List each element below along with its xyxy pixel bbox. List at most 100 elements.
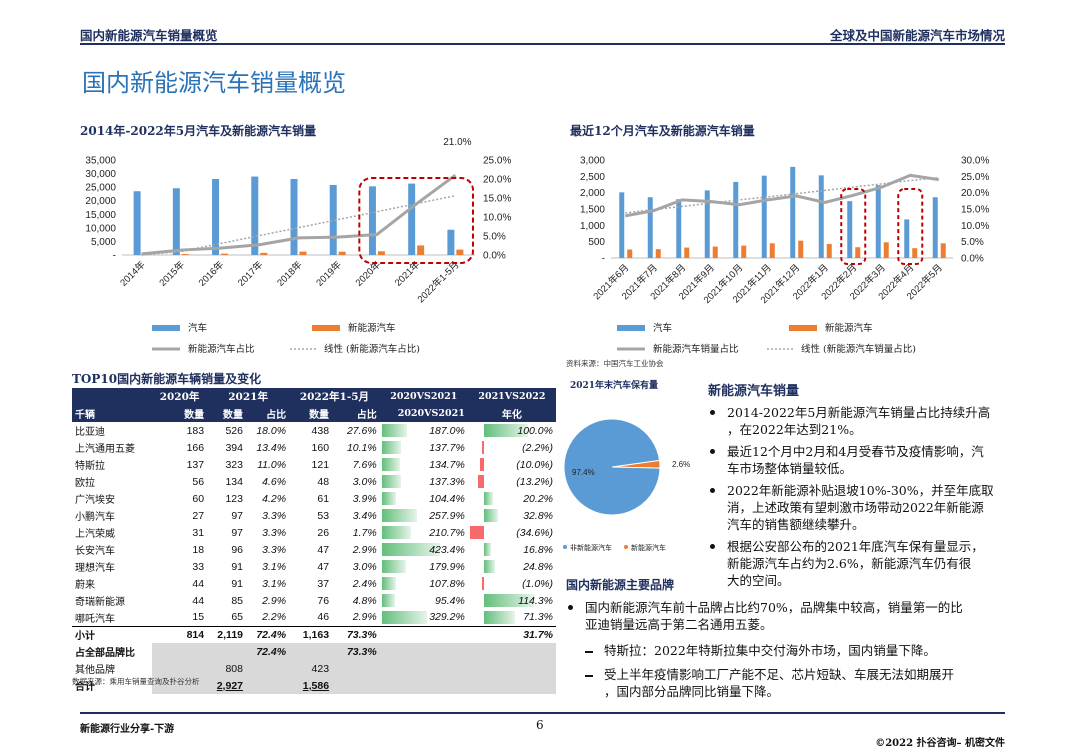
share-2022 bbox=[332, 660, 380, 677]
share-2022: 73.3% bbox=[332, 625, 380, 643]
growth-2021: 257.9% bbox=[380, 507, 468, 524]
y-left-tick: 25,000 bbox=[85, 183, 116, 194]
brand-name: 蔚来 bbox=[75, 580, 95, 591]
share-2022: 3.0% bbox=[352, 560, 377, 573]
share-2022: 3.4% bbox=[352, 509, 377, 522]
bar-nev bbox=[627, 249, 633, 258]
y-left-tick: 5,000 bbox=[91, 237, 116, 248]
col-group-2020: 2020年 bbox=[152, 388, 208, 405]
share-2022: 2.9% bbox=[352, 543, 377, 556]
share-2022: 10.1% bbox=[346, 441, 377, 454]
legend-swatch-nev bbox=[789, 325, 817, 331]
chart1-annual-sales: 35,000 30,000 25,000 20,000 15,000 10,000 5,00… bbox=[85, 137, 511, 355]
bar-nev bbox=[299, 251, 307, 255]
growth-value: (13.2%) bbox=[516, 475, 553, 488]
legend-label: 新能源汽车占比 bbox=[188, 343, 255, 355]
data-bar bbox=[381, 560, 407, 573]
brand-name: 小鹏汽车 bbox=[75, 512, 115, 523]
bar-nev bbox=[769, 243, 775, 258]
qty-2021 bbox=[207, 643, 246, 660]
data-bar bbox=[381, 475, 401, 488]
bar-nev bbox=[417, 245, 425, 255]
qty-2021: 97 bbox=[231, 509, 243, 522]
bar-nev bbox=[181, 254, 189, 255]
bar-car bbox=[290, 179, 298, 255]
y-left-tick: 2,500 bbox=[580, 172, 605, 183]
col-2021-qty: 数量 bbox=[207, 405, 246, 422]
line-nev-share bbox=[624, 173, 939, 218]
highlight-box bbox=[358, 177, 475, 264]
table-row: 理想汽车 33 91 3.1% 47 3.0% 179.9% 24.8% bbox=[72, 558, 556, 575]
bar-nev bbox=[655, 249, 661, 258]
table-row: 特斯拉 137 323 11.0% 121 7.6% 134.7% (10.0%) bbox=[72, 456, 556, 473]
y-left-tick: 1,000 bbox=[580, 221, 605, 232]
brand-name: 哪吒汽车 bbox=[75, 613, 115, 625]
bar-nev bbox=[377, 251, 385, 255]
growth-value: 16.8% bbox=[523, 543, 553, 556]
bar-nev bbox=[798, 240, 804, 258]
bar-car bbox=[761, 175, 767, 258]
x-tick-label: 2016年 bbox=[196, 258, 227, 289]
share-2022: 3.9% bbox=[352, 492, 377, 505]
chart1-title: 2014年-2022年5月汽车及新能源汽车销量 bbox=[80, 124, 317, 138]
y-left-tick: - bbox=[602, 254, 605, 265]
legend-swatch-nev bbox=[312, 325, 340, 331]
bullet-line: 大的空间。 bbox=[727, 573, 790, 588]
data-bar bbox=[381, 458, 401, 471]
x-tick-label: 2019年 bbox=[314, 258, 345, 289]
bar-car bbox=[676, 199, 682, 258]
section1-bullet: 2022年新能源补贴退坡10%-30%，并至年底取 消，上述政策有望刺激市场带动2… bbox=[727, 482, 1007, 533]
col-2022-qty: 数量 bbox=[289, 405, 333, 422]
y-right-tick: 0.0% bbox=[483, 251, 506, 262]
data-bar bbox=[381, 594, 395, 607]
brand-name: 欧拉 bbox=[75, 478, 95, 489]
qty-2022: 121 bbox=[311, 458, 330, 471]
legend-label: 新能源汽车 bbox=[348, 322, 396, 334]
bar-car bbox=[368, 186, 376, 255]
share-2021: 3.1% bbox=[262, 577, 287, 590]
data-bar bbox=[478, 475, 484, 488]
qty-2021: 123 bbox=[225, 492, 243, 505]
section1-bullet: 最近12个月中2月和4月受春节及疫情影响，汽 车市场整体销量较低。 bbox=[727, 443, 1007, 477]
col-growth-annualized: 年化 bbox=[467, 405, 556, 422]
line-nev-share bbox=[141, 173, 457, 256]
data-bar bbox=[483, 509, 499, 522]
bullet-dot bbox=[710, 488, 715, 493]
growth-value: 134.7% bbox=[429, 458, 465, 471]
qty-2020: 44 bbox=[192, 577, 205, 590]
share-2021: 3.1% bbox=[262, 560, 287, 573]
qty-2020: 44 bbox=[192, 594, 205, 607]
pie-slice bbox=[563, 418, 661, 516]
top10-brand-table: 2020年 2021年 2022年1-5月 2020VS2021 2021VS2… bbox=[72, 388, 556, 694]
data-bar bbox=[483, 560, 495, 573]
blank bbox=[152, 660, 208, 677]
table-row: 比亚迪 183 526 18.0% 438 27.6% 187.0% 100.0% bbox=[72, 422, 556, 439]
bar-nev bbox=[260, 252, 268, 255]
y-left-tick: 500 bbox=[588, 237, 605, 248]
share-2021: 72.4% bbox=[246, 643, 290, 660]
y-right-tick: 5.0% bbox=[961, 237, 984, 248]
bar-nev bbox=[826, 243, 832, 258]
growth-annualized: 71.3% bbox=[468, 609, 556, 626]
share-2022: 4.8% bbox=[352, 594, 377, 607]
growth-value: (34.6%) bbox=[516, 526, 553, 539]
header-divider bbox=[80, 43, 1005, 45]
share-2021: 4.6% bbox=[262, 475, 287, 488]
bar-nev bbox=[855, 247, 861, 258]
growth-annualized: 16.8% bbox=[468, 541, 556, 558]
col-2021-share: 占比 bbox=[246, 405, 290, 422]
qty-2022: 160 bbox=[311, 441, 330, 454]
growth-value: 179.9% bbox=[429, 560, 465, 573]
growth-2021: 187.0% bbox=[380, 422, 468, 439]
growth-annualized: 100.0% bbox=[468, 422, 556, 439]
growth-value: 114.3% bbox=[518, 594, 553, 607]
pie-title: 2021年末汽车保有量 bbox=[570, 381, 659, 391]
share-2021: 72.4% bbox=[246, 625, 290, 643]
bullet-dot bbox=[568, 605, 573, 610]
qty-2021: 97 bbox=[231, 526, 243, 539]
bar-car bbox=[932, 197, 938, 258]
bar-nev bbox=[712, 246, 718, 258]
share-2021: 13.4% bbox=[256, 441, 287, 454]
share-2022: 73.3% bbox=[332, 643, 380, 660]
growth-annualized: 31.7% bbox=[467, 625, 556, 643]
